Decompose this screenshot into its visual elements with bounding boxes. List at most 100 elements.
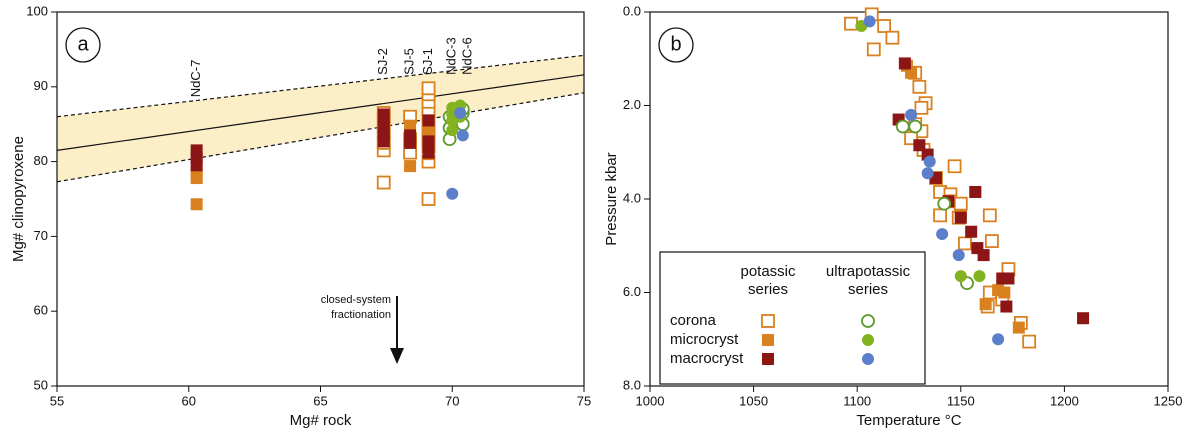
panel-label: b: [670, 33, 681, 55]
x-tick-label: 1200: [1050, 393, 1079, 408]
marker: [977, 249, 990, 262]
marker: [866, 42, 881, 57]
marker: [863, 15, 876, 28]
x-tick-label: 1150: [947, 393, 975, 408]
y-tick-label: 8.0: [623, 377, 641, 392]
sample-label: NdC-3: [444, 37, 459, 75]
plot-frame: [649, 11, 1169, 387]
x-tick-label: 70: [445, 393, 459, 408]
legend-marker: [762, 353, 774, 365]
arrow-text: closed-system: [321, 294, 391, 306]
marker: [422, 146, 435, 159]
sample-label: NdC-7: [188, 60, 203, 98]
legend-row: macrocryst: [670, 350, 744, 367]
marker: [998, 286, 1011, 299]
x-tick-label: 65: [313, 393, 327, 408]
marker: [1002, 272, 1015, 285]
legend-marker: [862, 353, 874, 365]
y-axis-label: Pressure kbar: [603, 152, 620, 245]
y-tick-label: 6.0: [623, 284, 641, 299]
model-line: [56, 92, 585, 183]
marker: [913, 139, 926, 152]
plot-frame: [56, 11, 585, 387]
marker: [954, 270, 967, 283]
x-axis-label: Mg# rock: [290, 412, 352, 429]
marker: [885, 30, 900, 45]
marker: [1012, 321, 1025, 334]
marker: [905, 66, 918, 79]
legend-group: series: [748, 281, 788, 298]
marker: [1022, 334, 1037, 349]
y-tick-label: 60: [34, 303, 48, 318]
sample-label: SJ-5: [402, 48, 417, 75]
marker: [422, 135, 435, 148]
y-tick-label: 2.0: [623, 97, 641, 112]
marker: [933, 208, 947, 223]
marker: [190, 198, 203, 211]
marker: [404, 129, 417, 142]
legend-row: corona: [670, 312, 717, 329]
marker: [190, 144, 203, 157]
marker: [446, 187, 459, 200]
legend-marker: [761, 314, 775, 328]
marker: [979, 298, 992, 311]
y-axis-label: Mg# clinopyroxene: [10, 136, 27, 262]
marker: [984, 234, 999, 248]
marker: [421, 81, 436, 96]
legend-row: microcryst: [670, 331, 739, 348]
marker: [954, 211, 967, 224]
legend-group: potassic: [740, 263, 796, 280]
x-tick-label: 55: [50, 393, 64, 408]
marker: [921, 167, 934, 180]
marker: [898, 57, 911, 70]
marker: [958, 236, 972, 251]
marker: [404, 119, 417, 132]
x-tick-label: 1000: [636, 393, 665, 408]
marker: [965, 225, 978, 238]
marker: [422, 114, 435, 127]
panel-label-circle: [658, 27, 694, 63]
x-tick-label: 60: [182, 393, 196, 408]
marker: [376, 175, 391, 190]
marker: [844, 16, 858, 31]
legend-group: ultrapotassic: [826, 263, 911, 280]
legend-marker: [861, 314, 875, 328]
marker: [877, 19, 892, 33]
marker: [937, 196, 952, 211]
arrow-text: fractionation: [331, 309, 391, 321]
marker: [446, 124, 459, 137]
sample-label: SJ-1: [420, 48, 435, 75]
marker: [895, 119, 910, 134]
band: [57, 55, 584, 182]
marker: [456, 129, 469, 142]
sample-label: SJ-2: [375, 48, 390, 75]
marker: [947, 159, 962, 174]
x-tick-label: 1250: [1154, 393, 1183, 408]
x-tick-label: 1050: [739, 393, 768, 408]
marker: [1000, 300, 1013, 313]
marker: [973, 270, 986, 283]
model-line: [56, 54, 585, 118]
legend-box: [659, 251, 926, 385]
y-tick-label: 80: [34, 153, 48, 168]
y-tick-label: 50: [34, 377, 48, 392]
marker: [982, 208, 997, 223]
marker: [936, 228, 949, 241]
x-axis-label: Temperature °C: [856, 412, 961, 429]
sample-label: NdC-6: [459, 37, 474, 75]
marker: [912, 79, 927, 94]
marker: [454, 106, 467, 119]
x-tick-label: 1100: [843, 393, 871, 408]
legend-marker: [862, 334, 874, 346]
marker: [404, 160, 417, 173]
panel-label: a: [77, 33, 89, 55]
marker: [905, 108, 918, 121]
panel-label-circle: [65, 27, 101, 63]
y-tick-label: 90: [34, 78, 48, 93]
legend-group: series: [848, 281, 888, 298]
marker: [1077, 312, 1090, 325]
y-tick-label: 4.0: [623, 190, 641, 205]
x-tick-label: 75: [577, 393, 591, 408]
marker: [923, 155, 936, 168]
